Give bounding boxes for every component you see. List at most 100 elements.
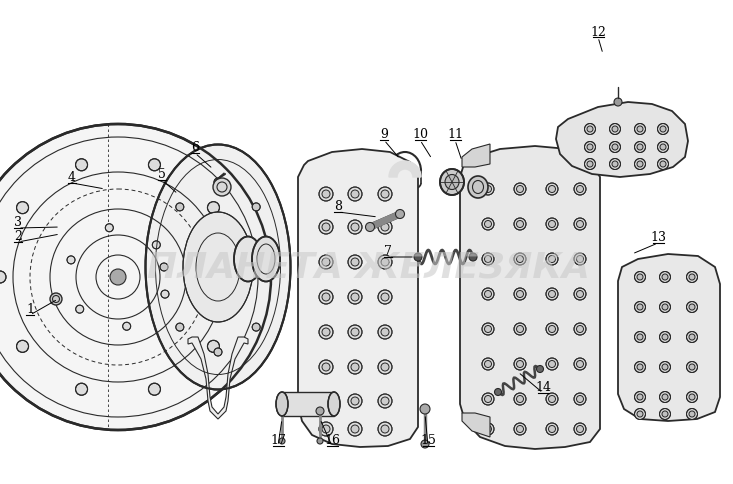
Circle shape (348, 394, 362, 408)
Circle shape (574, 393, 586, 405)
Circle shape (176, 323, 184, 332)
Circle shape (421, 440, 429, 448)
Circle shape (485, 256, 492, 263)
Circle shape (348, 360, 362, 374)
Circle shape (660, 127, 666, 133)
Polygon shape (282, 392, 334, 416)
Circle shape (635, 332, 646, 343)
Circle shape (351, 191, 359, 198)
Circle shape (381, 363, 389, 371)
Ellipse shape (252, 237, 280, 282)
Circle shape (322, 258, 330, 267)
Circle shape (485, 396, 492, 403)
Circle shape (658, 159, 668, 170)
Circle shape (122, 322, 130, 331)
Circle shape (660, 272, 671, 283)
Circle shape (546, 358, 558, 370)
Circle shape (637, 274, 643, 280)
Circle shape (660, 332, 671, 343)
Circle shape (548, 221, 556, 228)
Circle shape (482, 254, 494, 265)
Circle shape (584, 159, 595, 170)
Text: 13: 13 (650, 231, 666, 244)
Circle shape (635, 392, 646, 403)
Circle shape (378, 394, 392, 408)
Ellipse shape (445, 175, 459, 190)
Text: 16: 16 (324, 434, 340, 447)
Circle shape (662, 304, 668, 310)
Circle shape (213, 179, 231, 197)
Circle shape (587, 162, 593, 167)
Circle shape (482, 423, 494, 435)
Circle shape (574, 219, 586, 230)
Circle shape (485, 221, 492, 228)
Circle shape (67, 257, 75, 264)
Circle shape (322, 363, 330, 371)
Circle shape (517, 186, 523, 193)
Circle shape (322, 224, 330, 231)
Circle shape (662, 394, 668, 400)
Circle shape (548, 291, 556, 298)
Circle shape (514, 393, 526, 405)
Ellipse shape (276, 392, 288, 416)
Circle shape (658, 142, 668, 153)
Text: 8: 8 (334, 200, 342, 213)
Circle shape (160, 263, 168, 272)
Circle shape (351, 363, 359, 371)
Circle shape (584, 142, 595, 153)
Circle shape (689, 394, 695, 400)
Circle shape (546, 423, 558, 435)
Circle shape (637, 364, 643, 370)
Circle shape (252, 203, 260, 212)
Circle shape (317, 438, 323, 444)
Circle shape (660, 408, 671, 420)
Circle shape (319, 394, 333, 408)
Circle shape (230, 272, 242, 284)
Circle shape (546, 183, 558, 196)
Circle shape (485, 291, 492, 298)
Circle shape (635, 272, 646, 283)
Circle shape (517, 425, 523, 433)
Circle shape (576, 396, 583, 403)
Circle shape (482, 393, 494, 405)
Circle shape (378, 325, 392, 339)
Circle shape (279, 438, 285, 444)
Circle shape (351, 397, 359, 405)
Circle shape (635, 124, 646, 135)
Circle shape (482, 288, 494, 301)
Circle shape (689, 304, 695, 310)
Circle shape (546, 323, 558, 335)
Text: 2: 2 (14, 230, 22, 243)
Circle shape (637, 145, 643, 151)
Text: 12: 12 (590, 26, 606, 38)
Circle shape (50, 293, 62, 305)
Circle shape (319, 188, 333, 201)
Circle shape (574, 358, 586, 370)
Circle shape (574, 254, 586, 265)
Circle shape (381, 258, 389, 267)
Circle shape (75, 159, 87, 171)
Circle shape (381, 224, 389, 231)
Circle shape (517, 361, 523, 368)
Circle shape (348, 422, 362, 436)
Text: 1: 1 (26, 303, 34, 316)
Text: 9: 9 (380, 128, 388, 141)
Circle shape (548, 396, 556, 403)
Circle shape (495, 389, 501, 396)
Circle shape (469, 254, 477, 261)
Circle shape (482, 183, 494, 196)
Circle shape (660, 162, 666, 167)
Circle shape (689, 334, 695, 340)
Text: 7: 7 (384, 245, 392, 258)
Circle shape (482, 219, 494, 230)
Wedge shape (389, 162, 421, 178)
Circle shape (322, 328, 330, 336)
Circle shape (366, 223, 375, 232)
Circle shape (614, 99, 622, 107)
Polygon shape (460, 147, 600, 449)
Circle shape (660, 145, 666, 151)
Circle shape (637, 394, 643, 400)
Circle shape (610, 159, 621, 170)
Circle shape (517, 291, 523, 298)
Circle shape (517, 326, 523, 333)
